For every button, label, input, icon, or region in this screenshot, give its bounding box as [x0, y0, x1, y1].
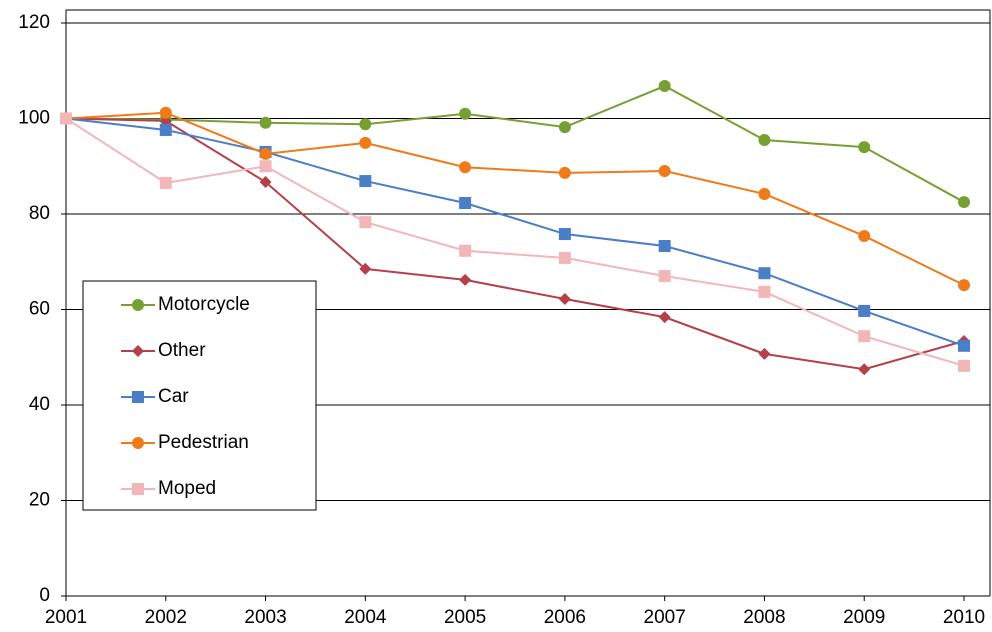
- marker: [758, 187, 771, 200]
- x-tick-label: 2006: [544, 607, 586, 628]
- marker: [958, 359, 970, 372]
- y-tick-label: 20: [29, 490, 50, 511]
- marker: [658, 239, 671, 252]
- marker: [558, 292, 571, 305]
- marker: [459, 197, 472, 210]
- x-tick-label: 2002: [145, 607, 187, 628]
- legend-label: Car: [158, 386, 189, 407]
- legend-swatch: [132, 299, 144, 311]
- marker: [558, 251, 571, 264]
- x-tick-label: 2005: [444, 607, 486, 628]
- marker: [758, 133, 771, 146]
- x-tick-label: 2001: [45, 607, 87, 628]
- x-tick-label: 2004: [344, 607, 387, 628]
- marker: [558, 228, 571, 241]
- marker: [159, 123, 172, 136]
- legend-swatch: [132, 483, 144, 495]
- marker: [259, 147, 272, 160]
- marker: [558, 166, 571, 179]
- x-tick-label: 2010: [943, 607, 985, 628]
- y-tick-label: 120: [18, 12, 50, 33]
- marker: [858, 330, 871, 343]
- y-tick-label: 0: [39, 585, 50, 606]
- marker: [958, 339, 970, 352]
- legend-label: Pedestrian: [158, 432, 249, 453]
- x-tick-label: 2007: [644, 607, 686, 628]
- series-line: [65, 111, 965, 287]
- marker: [459, 161, 472, 174]
- y-tick-label: 80: [29, 203, 50, 224]
- marker: [132, 299, 144, 311]
- marker: [658, 311, 671, 324]
- marker: [359, 118, 372, 131]
- marker: [758, 347, 771, 360]
- marker: [459, 107, 472, 120]
- legend-swatch: [132, 437, 144, 449]
- marker: [459, 244, 472, 257]
- marker: [858, 229, 871, 242]
- marker: [558, 121, 571, 134]
- legend-swatch: [132, 391, 144, 403]
- marker: [658, 80, 671, 93]
- marker: [858, 304, 871, 317]
- marker: [858, 363, 871, 376]
- x-tick-label: 2003: [244, 607, 286, 628]
- legend-label: Moped: [158, 478, 216, 499]
- x-tick-label: 2009: [843, 607, 885, 628]
- y-tick-label: 60: [29, 299, 50, 320]
- legend-label: Motorcycle: [158, 294, 250, 315]
- marker: [259, 176, 272, 189]
- marker: [159, 106, 172, 119]
- legend-label: Other: [158, 340, 206, 361]
- marker: [259, 160, 272, 173]
- series-line: [65, 117, 965, 347]
- marker: [359, 262, 372, 275]
- y-tick-label: 40: [29, 394, 50, 415]
- y-tick-label: 100: [18, 108, 50, 129]
- series-line: [65, 117, 965, 371]
- marker: [60, 112, 72, 125]
- marker: [658, 165, 671, 178]
- marker: [658, 270, 671, 283]
- marker: [459, 273, 472, 286]
- marker: [758, 285, 771, 298]
- marker: [958, 279, 970, 292]
- marker: [359, 136, 372, 149]
- marker: [359, 175, 372, 188]
- marker: [858, 141, 871, 154]
- marker: [758, 267, 771, 280]
- legend-box: [82, 280, 317, 511]
- legend-swatch: [132, 345, 144, 357]
- series-line: [65, 117, 965, 367]
- x-tick-label: 2008: [743, 607, 785, 628]
- marker: [259, 116, 272, 129]
- marker: [132, 345, 144, 357]
- marker: [132, 483, 144, 495]
- marker: [159, 176, 172, 189]
- marker: [359, 216, 372, 229]
- marker: [958, 196, 970, 209]
- series-line: [65, 84, 965, 203]
- marker: [132, 391, 144, 403]
- marker: [132, 437, 144, 449]
